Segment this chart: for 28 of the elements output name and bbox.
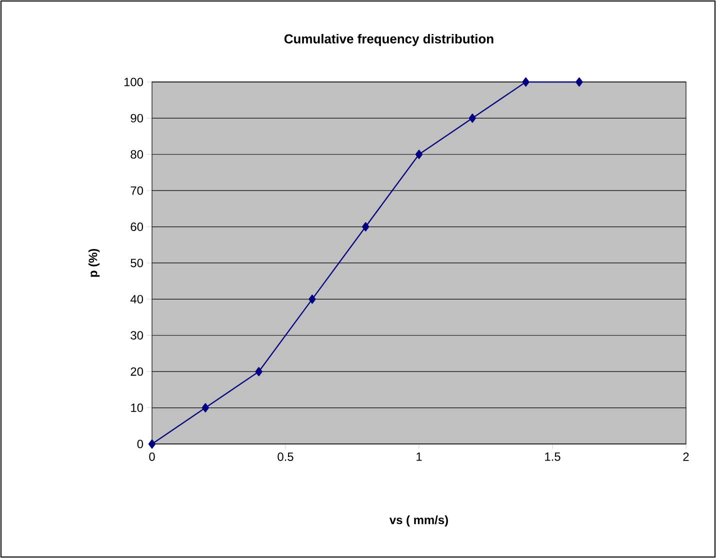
point — [255, 366, 262, 376]
y-tick-label: 80 — [130, 150, 144, 159]
y-tick-label: 40 — [130, 294, 144, 304]
x-tick-label: 2 — [683, 452, 689, 461]
y-tick-label: 60 — [130, 222, 144, 232]
point — [148, 439, 156, 449]
point — [362, 222, 370, 232]
y-tick-label: 30 — [130, 331, 144, 340]
chart-title: Cumulative frequency distribution — [284, 34, 494, 46]
x-tick-label: 1.5 — [545, 452, 560, 461]
y-tick-label: 100 — [124, 78, 144, 86]
x-tick-label: 0.5 — [278, 452, 294, 461]
y-tick-label: 20 — [130, 367, 144, 376]
x-axis-title: vs ( mm/s) — [389, 515, 448, 527]
y-tick-label: 10 — [131, 404, 144, 412]
point — [415, 150, 423, 159]
point — [202, 403, 210, 412]
x-tick-label: 1 — [416, 452, 422, 461]
y-tick-label: 70 — [130, 186, 144, 195]
point — [522, 77, 530, 87]
point — [308, 294, 316, 304]
point — [468, 114, 476, 123]
y-tick-label: 0 — [137, 440, 144, 448]
point — [576, 77, 583, 87]
y-tick-label: 50 — [130, 258, 144, 268]
y-axis-title: p (%) — [88, 248, 100, 277]
x-tick-label: 0 — [149, 452, 155, 461]
y-tick-label: 90 — [130, 114, 144, 122]
